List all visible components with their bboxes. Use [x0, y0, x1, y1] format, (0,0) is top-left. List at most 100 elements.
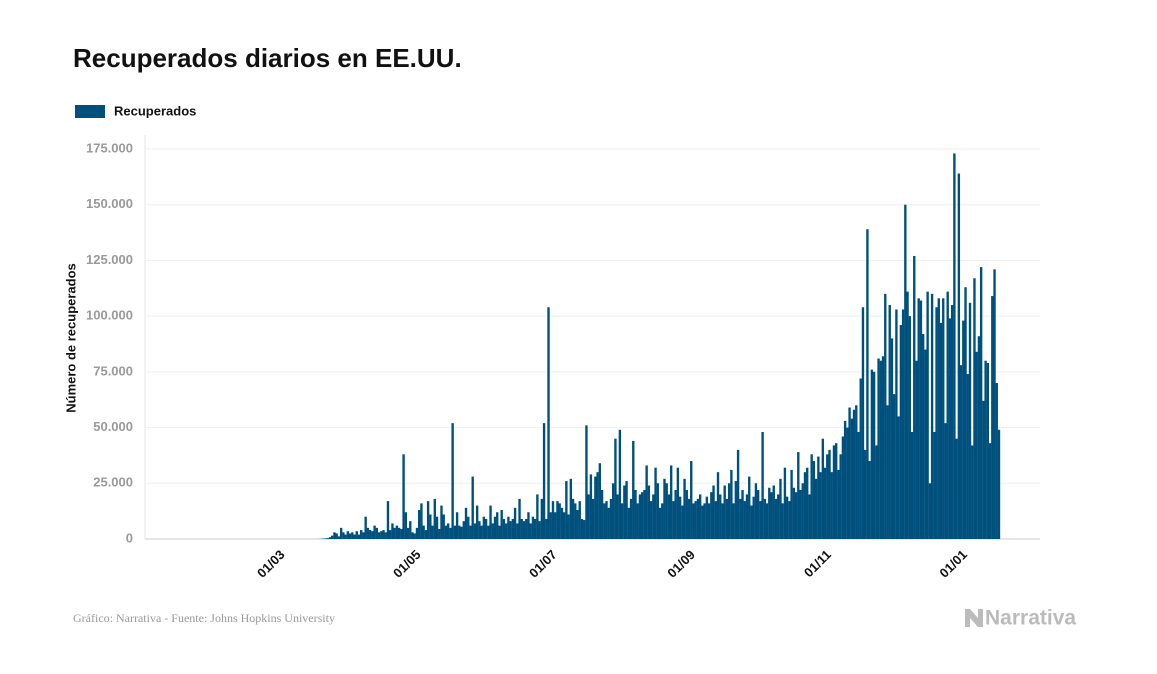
bar [830, 472, 833, 539]
bar [652, 494, 655, 539]
bar [808, 494, 811, 539]
bar [538, 521, 541, 539]
bar [975, 351, 978, 539]
bar [748, 476, 751, 539]
bar [890, 338, 894, 539]
bar [667, 494, 671, 539]
bar [451, 423, 454, 539]
bar [558, 503, 561, 539]
bar [491, 523, 494, 539]
bar [433, 498, 436, 539]
bar [765, 503, 769, 539]
bar [823, 467, 827, 539]
bar [788, 501, 791, 539]
bar [881, 356, 885, 539]
bar [696, 498, 700, 539]
bar [389, 530, 392, 539]
bar [716, 472, 720, 539]
bar [616, 494, 619, 539]
bar [926, 291, 929, 539]
bar [801, 483, 804, 539]
bar [683, 478, 686, 539]
bar [810, 454, 813, 539]
bar [685, 489, 688, 539]
bar [763, 498, 767, 539]
bar [982, 400, 985, 539]
bar [701, 505, 704, 539]
bar [567, 514, 570, 539]
y-tick-label: 175.000 [86, 140, 133, 155]
bar [904, 204, 907, 539]
bar [901, 309, 905, 539]
bar [772, 485, 775, 539]
bar [656, 483, 659, 539]
bar [712, 485, 715, 539]
bar [797, 452, 800, 539]
bar [542, 423, 546, 539]
bar [480, 525, 483, 539]
bar [641, 492, 644, 539]
bar [803, 472, 807, 539]
bar [623, 485, 626, 539]
bar [411, 532, 414, 539]
bar [326, 538, 329, 539]
bar [380, 531, 383, 539]
y-tick-label: 25.000 [93, 475, 133, 490]
bar [859, 378, 862, 539]
source-note: Gráfico: Narrativa - Fuente: Johns Hopki… [73, 611, 335, 625]
bar [745, 494, 749, 539]
bar [955, 438, 958, 539]
bar [661, 503, 664, 539]
bar [868, 461, 871, 539]
legend-label: Recuperados [114, 103, 196, 118]
bar [464, 507, 468, 539]
bar [835, 443, 838, 539]
bar [933, 432, 936, 539]
bar [467, 516, 470, 539]
bar [779, 478, 782, 539]
bar [672, 501, 675, 539]
bar [493, 516, 497, 539]
bar [598, 463, 602, 539]
bar [609, 498, 613, 539]
bar [415, 527, 419, 539]
bar [620, 503, 624, 539]
bar [897, 416, 900, 539]
bar [402, 454, 405, 539]
bar [908, 316, 911, 539]
bar [409, 521, 412, 539]
bar [565, 481, 568, 539]
bar [536, 494, 539, 539]
bar [872, 371, 876, 539]
bar [507, 516, 510, 539]
bar [645, 465, 648, 539]
bar [864, 449, 867, 539]
bar [812, 461, 816, 539]
bar [817, 456, 820, 539]
bar [950, 305, 954, 539]
bar [768, 487, 771, 539]
bar [705, 496, 709, 539]
bar [518, 498, 521, 539]
bar [939, 322, 943, 539]
bar [614, 438, 617, 539]
bar [426, 501, 430, 539]
bar [681, 505, 684, 539]
bar [997, 429, 1001, 539]
bar [562, 512, 566, 539]
bar [937, 298, 940, 539]
bar [714, 501, 717, 539]
bar [785, 496, 789, 539]
bar [587, 494, 590, 539]
bar [839, 454, 842, 539]
bar [721, 503, 724, 539]
bar [487, 525, 490, 539]
bar [364, 516, 367, 539]
bar [946, 291, 949, 539]
x-tick-label: 01/11 [801, 547, 834, 580]
bar [730, 469, 733, 539]
bar [455, 512, 459, 539]
bar [424, 530, 428, 539]
bar [756, 489, 760, 539]
bar [360, 530, 363, 539]
